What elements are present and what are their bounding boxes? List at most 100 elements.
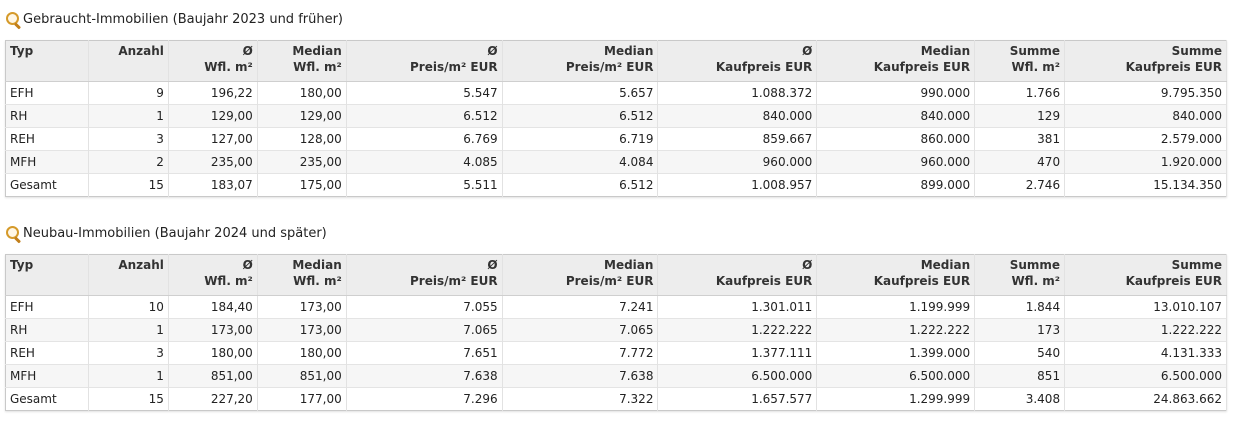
table-cell: 7.651 [346,341,503,365]
table-row: RH 1 129,00 129,00 6.512 6.512 840.000 840.000 1… [5,104,1227,128]
table-cell: 7.296 [346,387,503,411]
table-cell: 540 [974,341,1066,365]
table-cell: 13.010.107 [1064,295,1227,319]
table-row: MFH 1 851,00 851,00 7.638 7.638 6.500.000 6.500… [5,364,1227,388]
table-cell: 960.000 [816,150,976,174]
table-cell: 4.085 [346,150,503,174]
table-cell: 180,00 [168,341,258,365]
table-cell: 9 [88,81,169,105]
table-cell: 175,00 [257,173,347,197]
column-header-line1: Ø [802,258,813,272]
column-header-line2: Preis/m² EUR [565,274,654,288]
column-header: Ø Kaufpreis EUR [657,40,818,82]
table-cell: 7.772 [502,341,659,365]
column-header: Median Kaufpreis EUR [816,40,976,82]
column-header-line1: Median [292,258,342,272]
table-cell: 129,00 [257,104,347,128]
column-header: Median Kaufpreis EUR [816,254,976,296]
column-header: Median Preis/m² EUR [502,254,659,296]
column-header-line1: Summe [1009,44,1061,58]
table-cell: 1.008.957 [657,173,818,197]
table-cell: 173,00 [257,318,347,342]
column-header-line1: Summe [1171,44,1222,58]
column-header-line2: Kaufpreis EUR [873,60,971,74]
section-new-properties: Neubau-Immobilien (Baujahr 2024 und spät… [5,222,1227,411]
table-cell: Gesamt [5,387,89,411]
column-header: Ø Wfl. m² [168,40,258,82]
column-header-line2: Wfl. m² [1011,274,1061,288]
table-cell: 859.667 [657,127,818,151]
table-cell: 6.719 [502,127,659,151]
magnifier-icon [5,225,22,244]
table-cell: 1.920.000 [1064,150,1227,174]
table-row: REH 3 180,00 180,00 7.651 7.772 1.377.111 1.399… [5,341,1227,365]
table-cell: 15 [88,173,169,197]
table-cell: 851,00 [257,364,347,388]
table-cell: RH [5,104,89,128]
table-cell: 184,40 [168,295,258,319]
table-cell: 4.131.333 [1064,341,1227,365]
column-header-line2: Wfl. m² [1011,60,1061,74]
table-cell: 860.000 [816,127,976,151]
column-header: Median Wfl. m² [257,40,347,82]
table-cell: 129,00 [168,104,258,128]
table-cell: 6.512 [346,104,503,128]
column-header-line1: Median [920,258,971,272]
table-cell: 3 [88,341,169,365]
table-cell: 7.241 [502,295,659,319]
table-cell: 7.322 [502,387,659,411]
table-row: EFH 9 196,22 180,00 5.547 5.657 1.088.372 990.0… [5,81,1227,105]
table-cell: 15 [88,387,169,411]
table-cell: 177,00 [257,387,347,411]
table-cell: 1.766 [974,81,1066,105]
column-header: Ø Wfl. m² [168,254,258,296]
stats-table-new: Typ Anzahl Ø Wfl. m² Median Wfl. m² Ø Preis/m² … [5,254,1227,411]
table-cell: 1.222.222 [1064,318,1227,342]
column-header-line2: Wfl. m² [204,274,253,288]
column-header-line1: Ø [802,44,813,58]
table-cell: 6.512 [502,104,659,128]
column-header: Summe Wfl. m² [974,254,1066,296]
table-cell: 24.863.662 [1064,387,1227,411]
section-title: Gebraucht-Immobilien (Baujahr 2023 und f… [5,8,1227,30]
table-cell: 7.638 [502,364,659,388]
column-header-line2: Wfl. m² [204,60,253,74]
section-used-properties: Gebraucht-Immobilien (Baujahr 2023 und f… [5,8,1227,197]
magnifier-icon [5,11,22,30]
table-cell: 840.000 [816,104,976,128]
table-cell: 10 [88,295,169,319]
column-header: Median Preis/m² EUR [502,40,659,82]
table-cell: EFH [5,295,89,319]
section-title-text: Neubau-Immobilien (Baujahr 2024 und spät… [23,225,327,241]
table-cell: 15.134.350 [1064,173,1227,197]
table-cell: REH [5,341,89,365]
column-header: Ø Preis/m² EUR [346,254,503,296]
table-row: REH 3 127,00 128,00 6.769 6.719 859.667 860.000… [5,127,1227,151]
table-cell: 180,00 [257,81,347,105]
table-cell: 1.399.000 [816,341,976,365]
column-header-line1: Median [920,44,971,58]
table-cell: 840.000 [1064,104,1227,128]
column-header-line1: Median [604,258,654,272]
section-title: Neubau-Immobilien (Baujahr 2024 und spät… [5,222,1227,244]
table-cell: 1.199.999 [816,295,976,319]
column-header: Typ [5,40,89,82]
table-cell: 851,00 [168,364,258,388]
table-cell: 1.222.222 [657,318,818,342]
table-cell: 7.065 [502,318,659,342]
column-header-line2: Kaufpreis EUR [715,60,813,74]
table-cell: 960.000 [657,150,818,174]
column-header: Summe Wfl. m² [974,40,1066,82]
column-header-line2: Preis/m² EUR [410,60,498,74]
table-cell: 1 [88,318,169,342]
column-header-line1: Ø [242,44,253,58]
table-cell: 7.065 [346,318,503,342]
column-header-line1: Typ [10,44,34,58]
column-header-line2: Wfl. m² [293,60,342,74]
table-cell: 5.657 [502,81,659,105]
column-header: Typ [5,254,89,296]
table-cell: 1.657.577 [657,387,818,411]
column-header: Ø Kaufpreis EUR [657,254,818,296]
table-header-row: Typ Anzahl Ø Wfl. m² Median Wfl. m² Ø Preis/m² … [5,254,1227,296]
table-cell: 2.746 [974,173,1066,197]
